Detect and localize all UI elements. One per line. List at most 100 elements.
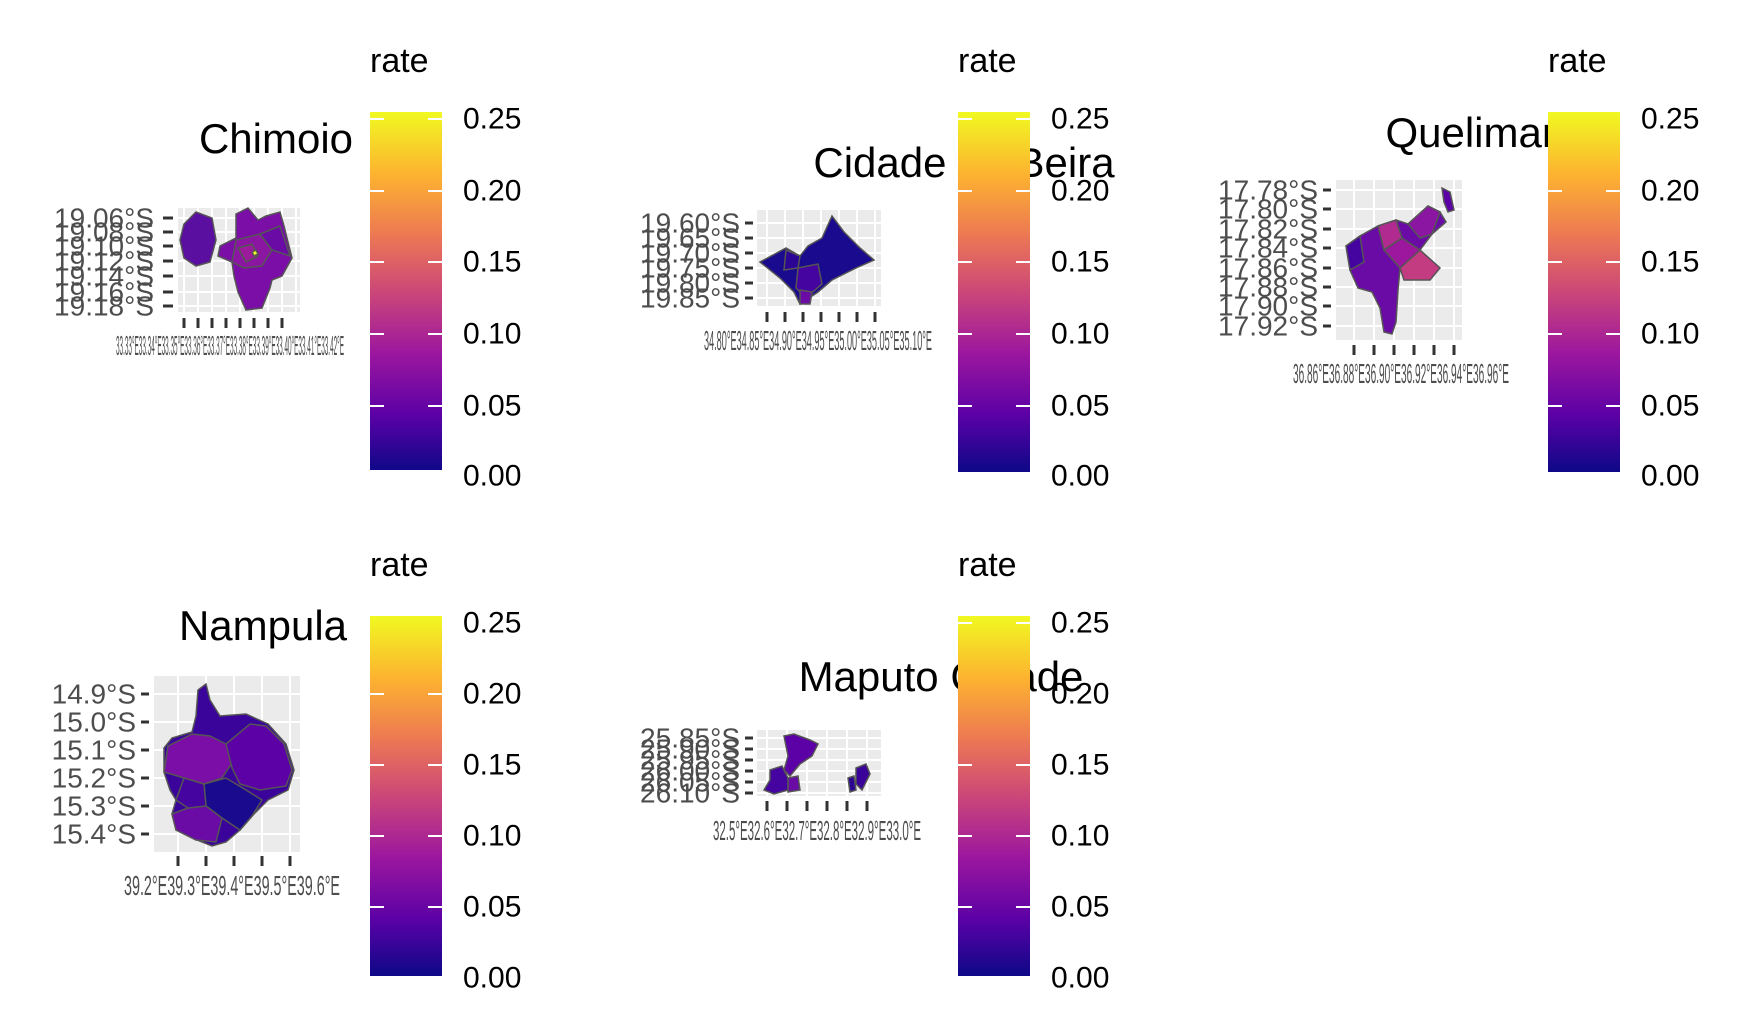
colorbar-legend: rate 0.25 0.20 0.15 0.10 0.05 0.00 (370, 42, 521, 493)
map-region (1406, 205, 1441, 239)
colorbar (1548, 112, 1620, 472)
y-tick-label: 26.10°S (640, 778, 740, 809)
map-region (783, 248, 801, 271)
legend-label: 0.25 (463, 607, 521, 640)
map-maputo (757, 730, 881, 796)
map-regions (1345, 186, 1455, 335)
map-region (855, 763, 871, 792)
legend-title: rate (958, 42, 1017, 80)
x-axis: 32.5°E32.6°E32.7°E32.8°E32.9°E33.0°E (713, 801, 921, 846)
map-region (258, 225, 292, 258)
colorbar-legend: rate 0.25 0.20 0.15 0.10 0.05 0.00 (958, 42, 1109, 493)
legend-label: 0.20 (1051, 678, 1109, 711)
legend-title: rate (958, 546, 1017, 584)
x-axis: 36.86°E36.88°E36.90°E36.92°E36.94°E36.96… (1293, 345, 1509, 389)
x-axis: 34.80°E34.85°E34.90°E34.95°E35.00°E35.05… (704, 312, 932, 356)
legend-label: 0.00 (463, 460, 521, 493)
panel-nampula: 14.9°S 15.0°S 15.1°S 15.2°S 15.3°S 15.4°… (52, 546, 522, 995)
map-region (1382, 237, 1422, 270)
y-tick-label: 19.85°S (640, 283, 740, 314)
x-tick-labels: 33.33°E33.34°E33.35°E33.36°E33.37°E33.38… (116, 330, 344, 361)
map-region (225, 723, 293, 791)
y-tick-label: 19.14°S (54, 261, 154, 292)
y-axis: 19.06°S 19.08°S 19.10°S 19.12°S 19.14°S … (54, 203, 173, 322)
y-tick-label: 19.10°S (54, 231, 154, 262)
map-region (1345, 234, 1365, 272)
y-tick-label: 17.92°S (1218, 311, 1318, 342)
legend-label: 0.00 (1051, 962, 1109, 995)
panel-beira: 19.60°S 19.65°S 19.70°S 19.75°S 19.80°S … (640, 42, 1115, 493)
map-region (799, 289, 813, 305)
legend-label: 0.20 (1051, 175, 1109, 208)
map-regions (179, 207, 293, 311)
legend-label: 0.25 (463, 103, 521, 136)
legend-label: 0.00 (1641, 460, 1699, 493)
legend-label: 0.15 (1051, 749, 1109, 782)
map-region (236, 243, 260, 263)
panel-title: Nampula (179, 602, 348, 649)
y-tick-label: 19.60°S (640, 208, 740, 239)
map-region (758, 214, 876, 306)
legend-label: 0.15 (1051, 246, 1109, 279)
y-tick-label: 25.90°S (640, 734, 740, 765)
y-tick-label: 15.4°S (52, 819, 136, 850)
map-beira (757, 210, 881, 306)
y-axis: 25.85°S 25.90°S 25.95°S 26.00°S 26.05°S … (640, 723, 753, 809)
y-tick-label: 17.88°S (1218, 272, 1318, 303)
map-chimoio (178, 207, 300, 312)
colorbar (370, 112, 442, 472)
y-tick-label: 17.84°S (1218, 233, 1318, 264)
y-tick-label: 19.12°S (54, 246, 154, 277)
panel-maputo: 25.85°S 25.90°S 25.95°S 26.00°S 26.05°S … (640, 546, 1109, 995)
y-tick-label: 17.86°S (1218, 253, 1318, 284)
y-tick-label: 25.95°S (640, 745, 740, 776)
map-region (175, 777, 207, 809)
y-tick-label: 19.65°S (640, 223, 740, 254)
y-tick-label: 26.05°S (640, 767, 740, 798)
map-regions (758, 214, 876, 306)
y-tick-label: 26.00°S (640, 756, 740, 787)
legend-label: 0.10 (463, 318, 521, 351)
y-tick-label: 19.16°S (54, 277, 154, 308)
colorbar-legend: rate 0.25 0.20 0.15 0.10 0.05 0.00 (1548, 42, 1699, 493)
y-tick-label: 14.9°S (52, 679, 136, 710)
map-region (762, 765, 789, 795)
y-tick-label: 17.80°S (1218, 194, 1318, 225)
y-axis: 19.60°S 19.65°S 19.70°S 19.75°S 19.80°S … (640, 208, 753, 314)
legend-label: 0.25 (1051, 103, 1109, 136)
colorbar (958, 112, 1030, 472)
legend-label: 0.00 (1051, 460, 1109, 493)
legend-label: 0.00 (463, 962, 521, 995)
map-regions (762, 733, 871, 795)
map-region (1441, 186, 1455, 213)
y-tick-label: 25.85°S (640, 723, 740, 754)
legend-label: 0.10 (1641, 318, 1699, 351)
y-tick-label: 19.70°S (640, 238, 740, 269)
map-region (847, 775, 857, 793)
x-tick-labels: 39.2°E39.3°E39.4°E39.5°E39.6°E (124, 870, 340, 901)
legend-title: rate (370, 42, 429, 80)
y-tick-label: 15.0°S (52, 707, 136, 738)
map-region (179, 211, 217, 267)
legend-label: 0.15 (463, 749, 521, 782)
colorbar (370, 616, 442, 976)
y-tick-label: 17.90°S (1218, 291, 1318, 322)
panel-title: Maputo Cidade (799, 653, 1084, 700)
panel-title: Chimoio (199, 115, 353, 162)
colorbar-legend: rate 0.25 0.20 0.15 0.10 0.05 0.00 (370, 546, 521, 995)
legend-label: 0.15 (463, 246, 521, 279)
y-axis: 14.9°S 15.0°S 15.1°S 15.2°S 15.3°S 15.4°… (52, 679, 149, 850)
panel-chimoio: 19.06°S 19.08°S 19.10°S 19.12°S 19.14°S … (54, 42, 521, 493)
legend-label: 0.20 (463, 678, 521, 711)
legend-title: rate (1548, 42, 1607, 80)
y-tick-label: 15.1°S (52, 735, 136, 766)
legend-label: 0.05 (1051, 891, 1109, 924)
legend-label: 0.10 (1051, 820, 1109, 853)
map-quelimane (1336, 180, 1462, 340)
legend-label: 0.20 (463, 175, 521, 208)
y-tick-label: 19.18°S (54, 291, 154, 322)
legend-label: 0.05 (1051, 390, 1109, 423)
y-tick-label: 15.3°S (52, 791, 136, 822)
map-region (163, 733, 235, 785)
